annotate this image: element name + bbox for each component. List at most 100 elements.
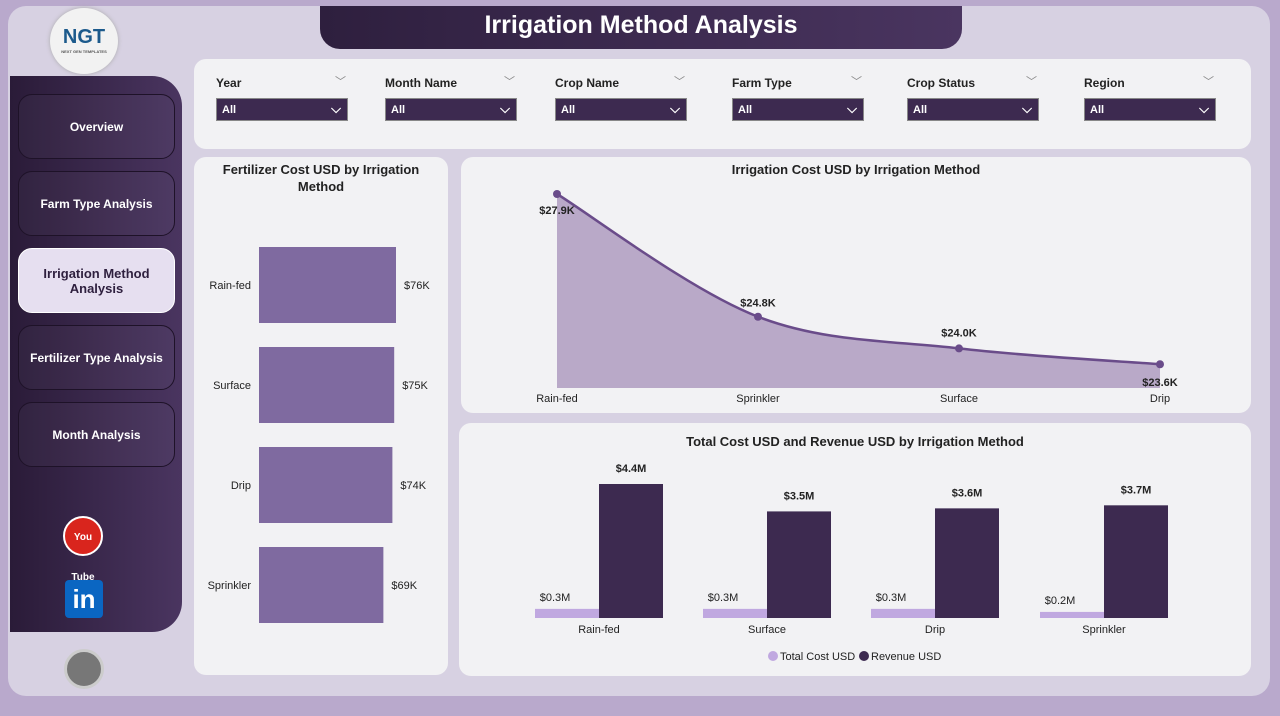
filter-label: Month Name (385, 76, 457, 90)
chevron-down-icon: ⌵ (331, 101, 341, 116)
category-label: Sprinkler (736, 393, 780, 405)
filter-label: Farm Type (732, 76, 792, 90)
category-label: Rain-fed (536, 393, 578, 405)
data-point (955, 344, 963, 353)
area-fill (557, 194, 1160, 388)
data-label: $3.7M (1121, 484, 1152, 496)
revenue-bar (935, 508, 999, 618)
data-label: $3.6M (952, 487, 983, 499)
chevron-down-icon: ⌵ (847, 101, 857, 116)
nav-item[interactable]: Irrigation Method Analysis (18, 248, 175, 313)
category-label: Drip (231, 480, 251, 492)
filter-value: All (738, 104, 753, 116)
legend-label: Revenue USD (871, 651, 941, 663)
chevron-down-icon[interactable]: ﹀ (504, 76, 515, 88)
nav-item[interactable]: Overview (18, 94, 175, 159)
nav-item-label: Month Analysis (52, 427, 141, 442)
data-label: $3.5M (784, 490, 815, 502)
data-label: $27.9K (539, 205, 575, 217)
data-label: $0.2M (1045, 595, 1076, 607)
filter-dropdown[interactable]: All ⌵ (385, 98, 517, 121)
cost-bar (535, 608, 599, 618)
chevron-down-icon[interactable]: ﹀ (851, 76, 862, 88)
revenue-bar (1104, 505, 1168, 618)
nav-item-label: Fertilizer Type Analysis (30, 350, 163, 365)
filter-label: Year (216, 76, 242, 90)
filter-dropdown[interactable]: All ⌵ (1084, 98, 1216, 121)
chevron-down-icon: ⌵ (670, 101, 680, 116)
chevron-down-icon[interactable]: ﹀ (335, 76, 346, 88)
bar (259, 447, 393, 523)
series-line (556, 192, 1161, 366)
filter-panel: Year ﹀ All ⌵ Month Name ﹀ All ⌵ Crop Name ﹀ All ⌵ Fa… (194, 59, 1251, 149)
data-label: $69K (391, 580, 417, 592)
data-point (553, 190, 561, 198)
cost-bar (703, 608, 767, 618)
legend-marker (859, 651, 869, 661)
category-label: Drip (1150, 393, 1170, 405)
data-label: $0.3M (876, 592, 907, 604)
data-label: $74K (400, 480, 426, 492)
cost-bar (871, 608, 935, 618)
data-label: $23.6K (1142, 377, 1178, 389)
data-label: $75K (402, 380, 428, 392)
cost-bar (1040, 611, 1104, 618)
filter-label: Crop Status (907, 76, 976, 90)
youtube-icon[interactable]: You Tube (63, 516, 103, 583)
revenue-bar (599, 484, 663, 618)
filter-value: All (913, 104, 928, 116)
revenue-bar (767, 511, 831, 618)
filter-dropdown[interactable]: All ⌵ (216, 98, 348, 121)
filter-label: Region (1084, 76, 1125, 90)
category-label: Surface (748, 624, 786, 636)
category-label: Surface (940, 393, 978, 405)
page-title: Irrigation Method Analysis (320, 6, 962, 49)
bar (259, 547, 384, 623)
data-label: $0.3M (540, 592, 571, 604)
filter-value: All (561, 104, 576, 116)
data-label: $0.3M (708, 592, 739, 604)
nav-item-label: Irrigation Method Analysis (43, 265, 150, 296)
nav-item[interactable]: Fertilizer Type Analysis (18, 325, 175, 390)
legend-label: Total Cost USD (780, 651, 855, 663)
filter-value: All (391, 104, 406, 116)
logo: NGT NEXT GEN TEMPLATES (50, 8, 118, 74)
data-point (1156, 360, 1164, 369)
data-point (754, 312, 762, 321)
filter-value: All (222, 104, 237, 116)
chevron-down-icon: ⌵ (500, 101, 510, 116)
cost-revenue-chart: Total Cost USD and Revenue USD by Irriga… (459, 423, 1251, 676)
globe-icon[interactable] (64, 649, 104, 689)
filter-label: Crop Name (555, 76, 620, 90)
filter-dropdown[interactable]: All ⌵ (732, 98, 864, 121)
data-label: $24.0K (941, 327, 977, 339)
irrigation-cost-chart: Irrigation Cost USD by Irrigation Method… (461, 157, 1251, 413)
nav-item[interactable]: Month Analysis (18, 402, 175, 467)
data-label: $76K (404, 280, 430, 292)
data-label: $24.8K (740, 298, 776, 310)
category-label: Sprinkler (1082, 624, 1126, 636)
filter-dropdown[interactable]: All ⌵ (555, 98, 687, 121)
nav-item[interactable]: Farm Type Analysis (18, 171, 175, 236)
chart-title: Fertilizer Cost USD by Irrigation Method (222, 162, 420, 194)
linkedin-icon[interactable]: in (65, 580, 103, 618)
category-label: Sprinkler (208, 580, 252, 592)
category-label: Surface (213, 380, 251, 392)
nav-item-label: Overview (69, 119, 124, 134)
bar (259, 247, 396, 323)
bar (259, 347, 395, 423)
chart-title: Total Cost USD and Revenue USD by Irriga… (686, 434, 1024, 449)
legend-marker (768, 651, 778, 661)
category-label: Rain-fed (578, 624, 620, 636)
chevron-down-icon: ⌵ (1199, 101, 1209, 116)
fertilizer-cost-chart: Fertilizer Cost USD by Irrigation Method… (194, 157, 448, 675)
chevron-down-icon[interactable]: ﹀ (1203, 76, 1214, 88)
filter-dropdown[interactable]: All ⌵ (907, 98, 1039, 121)
chevron-down-icon[interactable]: ﹀ (674, 76, 685, 88)
nav-item-label: Farm Type Analysis (40, 196, 153, 211)
data-label: $4.4M (616, 463, 647, 475)
chevron-down-icon: ⌵ (1022, 101, 1032, 116)
category-label: Drip (925, 624, 945, 636)
category-label: Rain-fed (209, 280, 251, 292)
chevron-down-icon[interactable]: ﹀ (1026, 76, 1037, 88)
